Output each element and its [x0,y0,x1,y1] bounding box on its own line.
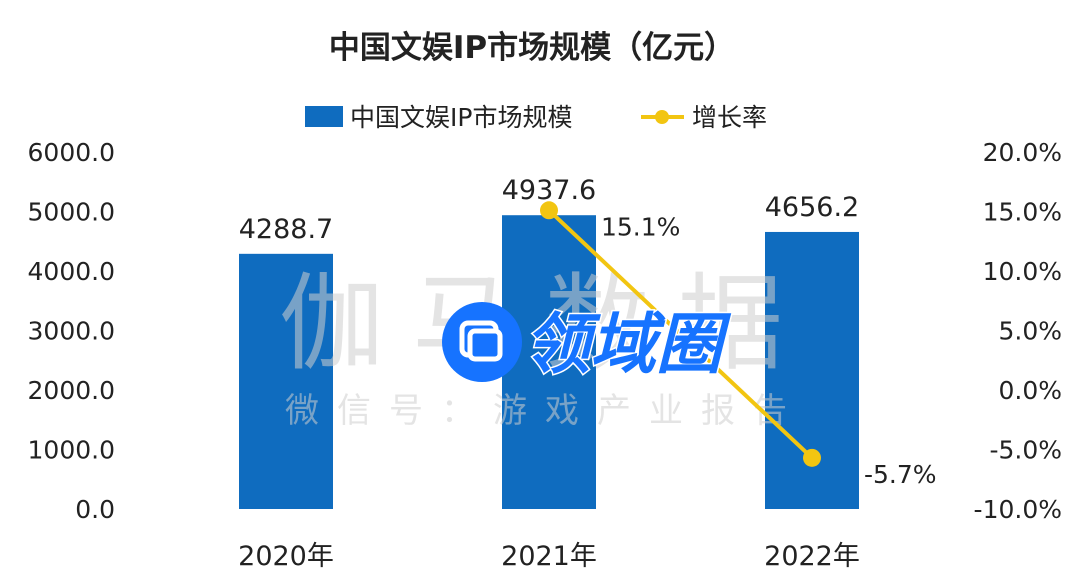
badge-text: 领域圈 [524,306,732,383]
line-value-labels: 15.1% -5.7% [601,212,937,489]
right-axis-tick-label: 15.0% [983,198,1062,227]
bar-series [239,215,859,509]
bar [502,215,596,509]
right-axis-tick-label: 10.0% [983,257,1062,286]
bar-value-labels: 4288.7 4937.6 4656.2 [239,175,859,245]
growth-rate-line [547,208,814,460]
right-axis-tick-label: 0.0% [998,376,1062,405]
left-axis-ticks: 0.0 1000.0 2000.0 3000.0 4000.0 5000.0 6000.0 [28,138,115,524]
bar-value-label: 4656.2 [765,192,859,223]
chart-title: 中国文娱IP市场规模（亿元） [329,30,735,66]
legend-bar-label: 中国文娱IP市场规模 [350,103,572,132]
watermark-main-text: 伽马数据 [279,263,811,385]
domain-badge: 领域圈 [442,302,734,385]
right-axis-tick-label: -10.0% [974,495,1062,524]
growth-rate-label: 15.1% [601,212,680,241]
watermark: 伽马数据 微信号：游戏产业报告 [279,263,811,431]
legend-line-label: 增长率 [692,103,767,132]
left-axis-tick-label: 1000.0 [28,436,115,465]
growth-rate-point [540,201,558,220]
legend-bar-swatch [305,106,343,127]
line-series [540,201,821,467]
badge-window-icon [459,320,503,362]
legend-line-marker [655,110,669,124]
growth-rate-point [803,448,821,467]
x-axis-tick-label: 2021年 [501,541,597,572]
left-axis-tick-label: 2000.0 [28,376,115,405]
right-axis-ticks: -10.0% -5.0% 0.0% 5.0% 10.0% 15.0% 20.0% [974,138,1062,524]
x-axis-tick-label: 2020年 [238,541,334,572]
bar-value-label: 4937.6 [502,175,596,206]
right-axis-tick-label: 5.0% [998,317,1062,346]
left-axis-tick-label: 0.0 [75,495,115,524]
legend: 中国文娱IP市场规模 增长率 [305,103,767,132]
right-axis-tick-label: 20.0% [983,138,1062,167]
left-axis-tick-label: 4000.0 [28,257,115,286]
left-axis-tick-label: 5000.0 [28,198,115,227]
x-axis-labels: 2020年 2021年 2022年 [238,541,860,572]
left-axis-tick-label: 3000.0 [28,317,115,346]
bar-value-label: 4288.7 [239,214,333,245]
watermark-sub-text: 微信号：游戏产业报告 [285,391,805,431]
right-axis-tick-label: -5.0% [989,436,1062,465]
bar [239,253,333,509]
x-axis-tick-label: 2022年 [764,541,860,572]
left-axis-tick-label: 6000.0 [28,138,115,167]
growth-rate-label: -5.7% [864,460,937,489]
